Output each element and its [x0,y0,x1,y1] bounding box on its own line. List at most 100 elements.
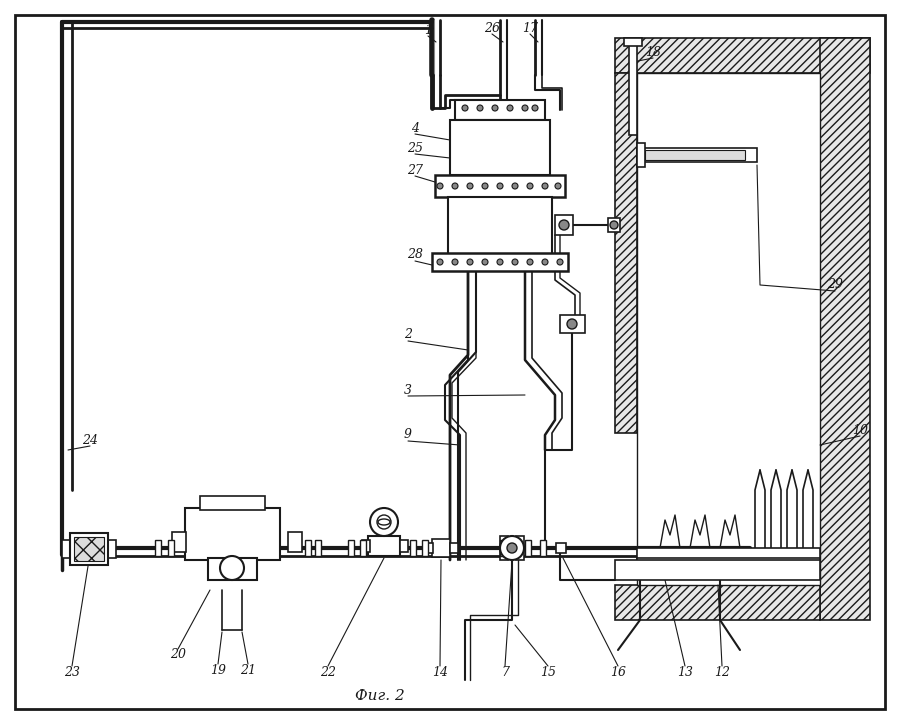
Circle shape [610,221,618,229]
Bar [555,215,573,235]
Bar [315,540,321,556]
Circle shape [542,259,548,265]
Text: 16: 16 [610,665,626,678]
Bar [432,539,450,557]
Bar [637,143,645,167]
Circle shape [497,183,503,189]
Text: 21: 21 [240,663,256,676]
Circle shape [370,508,398,536]
Text: 14: 14 [432,665,448,678]
Circle shape [377,515,391,529]
Bar [432,253,568,271]
Text: 4: 4 [411,122,419,135]
Bar [615,38,870,73]
Bar [288,532,302,552]
Bar [368,536,400,556]
Circle shape [507,543,517,553]
Circle shape [482,259,488,265]
Bar [556,543,566,553]
Circle shape [482,183,488,189]
Bar [172,532,186,552]
Circle shape [527,183,533,189]
Bar [820,38,870,620]
Bar [108,540,116,558]
Circle shape [559,220,569,230]
Circle shape [507,105,513,111]
Bar [74,537,104,561]
Bar [637,73,820,585]
Text: 9: 9 [404,429,412,442]
Bar [637,548,820,560]
Bar [615,585,820,620]
Bar [637,148,757,162]
Text: 10: 10 [852,424,868,437]
Bar [305,540,311,556]
Bar [500,540,506,556]
Circle shape [452,259,458,265]
Bar [185,508,280,560]
Bar [425,543,433,553]
Text: 2: 2 [404,329,412,342]
Circle shape [567,319,577,329]
Text: 1: 1 [424,23,432,36]
Circle shape [555,183,561,189]
Circle shape [437,183,443,189]
Text: 27: 27 [407,164,423,177]
Text: 19: 19 [210,663,226,676]
Circle shape [522,105,528,111]
Bar [615,560,820,580]
Ellipse shape [378,519,390,525]
Circle shape [557,259,563,265]
Bar [629,40,637,135]
Bar [450,543,458,553]
Text: 3: 3 [404,384,412,397]
Circle shape [512,259,518,265]
Bar [624,38,642,46]
Circle shape [462,105,468,111]
Circle shape [477,105,483,111]
Text: 29: 29 [827,279,843,292]
Circle shape [452,183,458,189]
Bar [500,536,508,560]
Bar [360,540,366,556]
Text: 26: 26 [484,22,500,35]
Text: Фиг. 2: Фиг. 2 [356,689,405,703]
Text: 20: 20 [170,649,186,662]
Text: 15: 15 [540,665,556,678]
Circle shape [500,536,524,560]
Text: 25: 25 [407,141,423,154]
Circle shape [437,259,443,265]
Bar [155,540,161,556]
Bar [448,197,552,255]
Text: 18: 18 [645,46,661,59]
Bar [70,533,108,565]
Bar [410,540,416,556]
Text: 28: 28 [407,248,423,261]
Bar [400,540,408,552]
Bar [615,73,637,433]
Bar [637,558,820,573]
Bar [348,540,354,556]
Bar [435,175,565,197]
Circle shape [467,183,473,189]
Circle shape [492,105,498,111]
Bar [560,315,585,333]
Circle shape [542,183,548,189]
Circle shape [467,259,473,265]
Circle shape [497,259,503,265]
Text: 17: 17 [522,22,538,35]
Bar [168,540,174,556]
Text: 13: 13 [677,665,693,678]
Text: 12: 12 [714,665,730,678]
Circle shape [220,556,244,580]
Text: 22: 22 [320,665,336,678]
Circle shape [512,183,518,189]
Bar [450,120,550,175]
Text: 24: 24 [82,434,98,447]
Circle shape [532,105,538,111]
Bar [540,540,546,556]
Circle shape [527,259,533,265]
Bar [645,150,745,160]
Text: 7: 7 [501,665,509,678]
Bar [200,496,265,510]
